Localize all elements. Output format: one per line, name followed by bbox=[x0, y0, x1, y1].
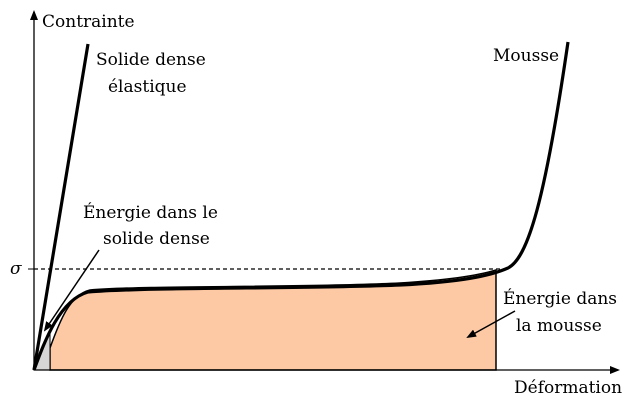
foam-energy-label-line1: Énergie dans bbox=[503, 288, 617, 309]
dense-solid-curve bbox=[32, 43, 90, 371]
foam-energy-arrow bbox=[466, 310, 516, 338]
stress-symbol-label: σ bbox=[10, 259, 22, 279]
dense-solid-label-line2: élastique bbox=[108, 77, 187, 97]
y-axis-label: Contrainte bbox=[42, 12, 135, 32]
foam-label: Mousse bbox=[493, 46, 559, 66]
foam-curve bbox=[32, 41, 570, 371]
foam-energy-area bbox=[49, 268, 497, 371]
foam-energy-label-line2: la mousse bbox=[516, 316, 602, 336]
dense-solid-label-line1: Solide dense bbox=[96, 50, 206, 70]
dense-energy-label-line2: solide dense bbox=[103, 229, 210, 249]
x-axis-label: Déformation bbox=[514, 378, 622, 397]
dense-energy-label-line1: Énergie dans le bbox=[83, 202, 218, 223]
dense-energy-arrow bbox=[43, 249, 100, 332]
